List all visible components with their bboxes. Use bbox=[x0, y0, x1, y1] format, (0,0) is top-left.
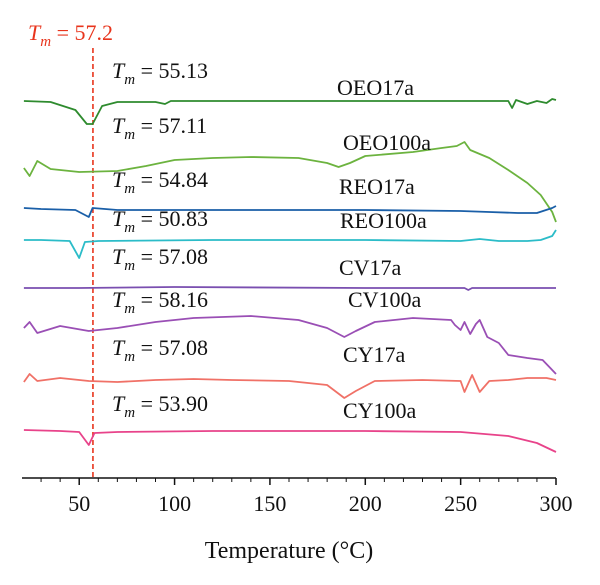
series-group bbox=[23, 98, 557, 453]
series-name-CY17a: CY17a bbox=[343, 342, 406, 367]
series-name-CV17a: CV17a bbox=[339, 255, 402, 280]
tm-label-CV100a: Tm = 58.16 bbox=[112, 287, 208, 317]
series-line-REO100a bbox=[23, 229, 557, 259]
tm-label-REO100a: Tm = 50.83 bbox=[112, 206, 208, 236]
tm-label-REO17a: Tm = 54.84 bbox=[112, 167, 208, 197]
tm-label-CV17a: Tm = 57.08 bbox=[112, 244, 208, 274]
series-name-OEO100a: OEO100a bbox=[343, 130, 431, 155]
series-line-REO17a bbox=[23, 205, 557, 218]
series-line-OEO100a bbox=[23, 141, 557, 223]
x-axis: 50 100 150 200 250 300 bbox=[22, 477, 573, 516]
series-line-CY17a bbox=[23, 373, 557, 399]
tm-label-CY17a: Tm = 57.08 bbox=[112, 335, 208, 365]
x-tick-label: 50 bbox=[68, 491, 90, 516]
reference-line-group: Tm = 57.2 bbox=[28, 20, 113, 478]
tm-label-OEO17a: Tm = 55.13 bbox=[112, 58, 208, 88]
series-name-REO100a: REO100a bbox=[340, 208, 427, 233]
series-line-CV17a bbox=[23, 286, 556, 291]
x-tick-label: 100 bbox=[158, 491, 191, 516]
x-tick-label: 150 bbox=[253, 491, 286, 516]
series-line-CV100a bbox=[23, 315, 557, 375]
tm-label-OEO100a: Tm = 57.11 bbox=[112, 113, 207, 143]
series-line-OEO17a bbox=[23, 98, 557, 125]
series-line-CY100a bbox=[23, 429, 557, 453]
x-tick-label: 200 bbox=[349, 491, 382, 516]
reference-line-label: Tm = 57.2 bbox=[28, 20, 113, 50]
x-axis-title: Temperature (°C) bbox=[205, 538, 374, 564]
x-tick-label: 250 bbox=[444, 491, 477, 516]
series-name-CY100a: CY100a bbox=[343, 398, 417, 423]
series-name-REO17a: REO17a bbox=[339, 174, 415, 199]
x-tick-label: 300 bbox=[540, 491, 573, 516]
labels-group: Tm = 55.13 OEO17a Tm = 57.11 OEO100a Tm = 54… bbox=[112, 58, 431, 423]
series-name-OEO17a: OEO17a bbox=[337, 75, 414, 100]
tm-label-CY100a: Tm = 53.90 bbox=[112, 391, 208, 421]
series-name-CV100a: CV100a bbox=[348, 287, 422, 312]
